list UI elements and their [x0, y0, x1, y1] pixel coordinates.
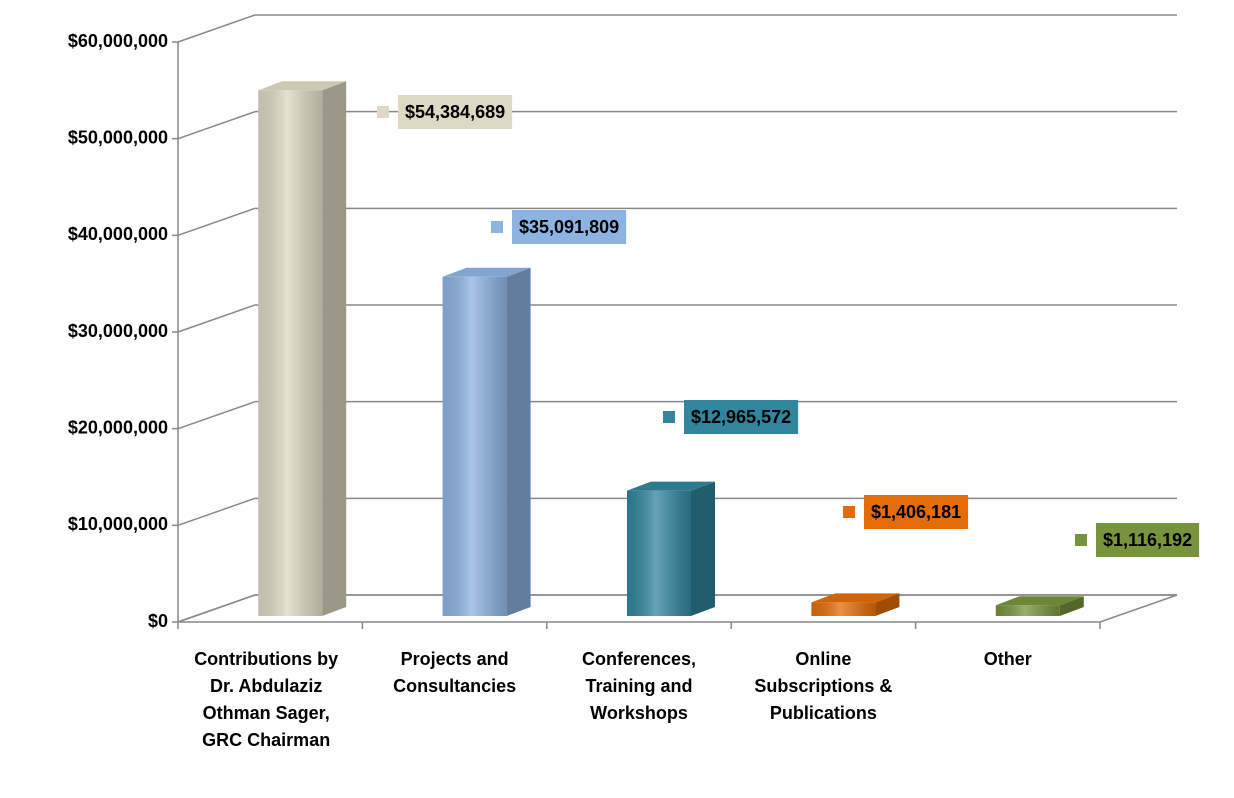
bar-top	[995, 596, 1084, 606]
data-label: $12,965,572	[691, 407, 791, 427]
y-tick-label: $50,000,000	[68, 127, 168, 147]
bar-shade	[995, 605, 1060, 616]
bar-shade	[627, 490, 691, 616]
grid-line	[177, 594, 256, 623]
data-label-box	[398, 95, 513, 129]
bar-shade	[442, 276, 507, 616]
label-key	[1075, 534, 1087, 546]
y-tick-label: $30,000,000	[68, 321, 168, 341]
label-key	[843, 506, 855, 518]
grid-line	[177, 400, 256, 430]
data-label-box	[512, 210, 627, 244]
data-label-box	[864, 495, 969, 529]
bar-top	[627, 481, 715, 491]
bar-side	[322, 81, 347, 616]
x-tick-label: Conferences, Training and Workshops	[581, 649, 697, 723]
grid-line	[177, 497, 256, 527]
bar-shade	[258, 90, 323, 616]
data-label: $1,406,181	[871, 502, 961, 522]
bar-top	[442, 267, 531, 277]
data-label: $1,116,192	[1103, 530, 1192, 550]
bar-side	[691, 481, 715, 616]
x-tick-label: Online Subscriptions & Publications	[754, 649, 893, 723]
label-key	[663, 411, 675, 423]
y-tick-label: $0	[148, 611, 168, 631]
bar-side	[875, 593, 900, 616]
data-label: $35,091,809	[519, 217, 619, 237]
x-tick-label: Other	[983, 649, 1032, 669]
label-key	[491, 221, 503, 233]
grid-line	[177, 304, 256, 333]
label-key	[377, 106, 389, 118]
bar-top	[258, 81, 347, 91]
bar-shade	[811, 602, 876, 616]
grid-line	[177, 207, 256, 237]
y-tick-label: $40,000,000	[68, 224, 168, 244]
y-tick-label: $10,000,000	[68, 514, 168, 534]
x-tick-label: Contributions by Dr. Abdulaziz Othman Sa…	[194, 649, 339, 750]
bar-side	[506, 267, 531, 616]
grid-line	[177, 110, 256, 140]
data-label-box	[684, 400, 799, 434]
y-tick-label: $20,000,000	[68, 417, 168, 437]
x-tick-label: Projects and Consultancies	[393, 649, 517, 696]
data-label: $54,384,689	[405, 102, 505, 122]
data-label-box	[1096, 523, 1200, 557]
bar-side	[1059, 596, 1084, 616]
y-tick-label: $60,000,000	[68, 31, 168, 51]
bar-top	[811, 593, 900, 603]
grid-line	[177, 14, 256, 43]
